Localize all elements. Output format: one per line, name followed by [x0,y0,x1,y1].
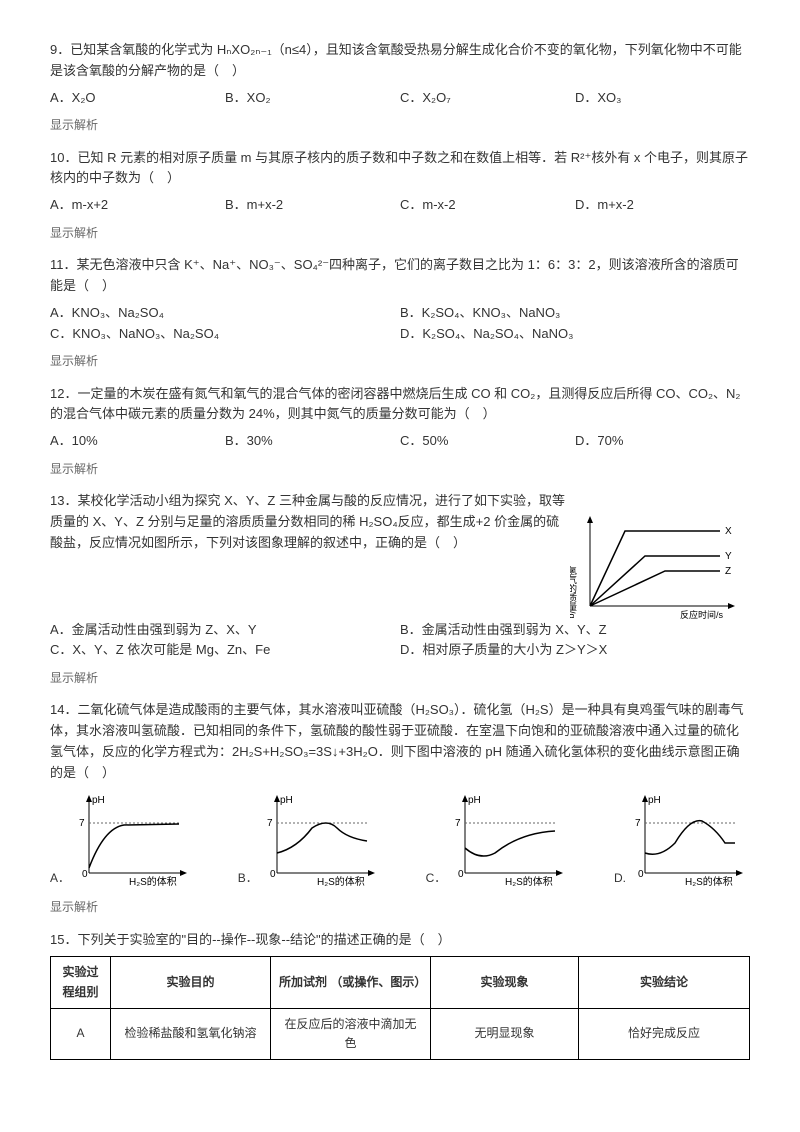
td-0: A [51,1008,111,1059]
question-12: 12．一定量的木炭在盛有氮气和氧气的混合气体的密闭容器中燃烧后生成 CO 和 C… [50,384,750,452]
q10-opt-d[interactable]: D．m+x-2 [575,195,750,216]
svg-text:7: 7 [455,818,461,829]
q11-opt-c[interactable]: C．KNO₃、NaNO₃、Na₂SO₄ [50,324,400,345]
q14-chart-b[interactable]: B． pH 7 H₂S的体积 0 [238,793,382,888]
question-9: 9．已知某含氧酸的化学式为 HₙXO₂ₙ₋₁（n≤4），且知该含氧酸受热易分解生… [50,40,750,108]
svg-text:Y: Y [725,551,732,562]
td-4: 恰好完成反应 [578,1008,749,1059]
svg-text:氢气的质量/g: 氢气的质量/g [570,565,577,619]
q14-charts: A． pH 7 H₂S的体积 0 B． pH [50,793,750,888]
question-13: 13．某校化学活动小组为探究 X、Y、Z 三种金属与酸的反应情况，进行了如下实验… [50,491,750,661]
svg-text:H₂S的体积: H₂S的体积 [129,875,177,888]
show-analysis-link[interactable]: 显示解析 [50,460,750,479]
q14-chart-c[interactable]: C． pH 7 H₂S的体积 0 [426,793,571,888]
show-analysis-link[interactable]: 显示解析 [50,224,750,243]
th-0: 实验过程组别 [51,957,111,1008]
svg-text:H₂S的体积: H₂S的体积 [685,875,733,888]
th-4: 实验结论 [578,957,749,1008]
table-header-row: 实验过程组别 实验目的 所加试剂 （或操作、图示） 实验现象 实验结论 [51,957,750,1008]
q14-chart-d[interactable]: D. pH 7 H₂S的体积 0 [614,793,750,888]
question-10: 10．已知 R 元素的相对原子质量 m 与其原子核内的质子数和中子数之和在数值上… [50,148,750,216]
svg-text:7: 7 [635,818,641,829]
show-analysis-link[interactable]: 显示解析 [50,352,750,371]
q15-text: 15．下列关于实验室的"目的--操作--现象--结论"的描述正确的是（ ） [50,930,750,951]
q12-opt-b[interactable]: B．30% [225,431,400,452]
q11-opt-d[interactable]: D．K₂SO₄、Na₂SO₄、NaNO₃ [400,324,750,345]
q12-opt-d[interactable]: D．70% [575,431,750,452]
q14-text: 14．二氧化硫气体是造成酸雨的主要气体，其水溶液叫亚硫酸（H₂SO₃）．硫化氢（… [50,700,750,783]
svg-text:pH: pH [280,795,293,806]
table-row: A 检验稀盐酸和氢氧化钠溶 在反应后的溶液中滴加无色 无明显现象 恰好完成反应 [51,1008,750,1059]
ph-chart-b-svg: pH 7 H₂S的体积 0 [262,793,382,888]
q9-opt-a[interactable]: A．X₂O [50,88,225,109]
q10-text: 10．已知 R 元素的相对原子质量 m 与其原子核内的质子数和中子数之和在数值上… [50,148,750,190]
svg-text:Z: Z [725,566,731,577]
svg-text:X: X [725,526,732,537]
q14-chart-a[interactable]: A． pH 7 H₂S的体积 0 [50,793,194,888]
show-analysis-link[interactable]: 显示解析 [50,116,750,135]
q11-options: A．KNO₃、Na₂SO₄ B．K₂SO₄、KNO₃、NaNO₃ C．KNO₃、… [50,303,750,345]
svg-text:pH: pH [468,795,481,806]
ph-chart-a-svg: pH 7 H₂S的体积 0 [74,793,194,888]
q12-opt-c[interactable]: C．50% [400,431,575,452]
th-2: 所加试剂 （或操作、图示） [271,957,431,1008]
td-3: 无明显现象 [431,1008,579,1059]
question-15: 15．下列关于实验室的"目的--操作--现象--结论"的描述正确的是（ ） 实验… [50,930,750,1061]
q11-opt-b[interactable]: B．K₂SO₄、KNO₃、NaNO₃ [400,303,750,324]
question-14: 14．二氧化硫气体是造成酸雨的主要气体，其水溶液叫亚硫酸（H₂SO₃）．硫化氢（… [50,700,750,888]
td-1: 检验稀盐酸和氢氧化钠溶 [111,1008,271,1059]
q12-options: A．10% B．30% C．50% D．70% [50,431,750,452]
q10-options: A．m-x+2 B．m+x-2 C．m-x-2 D．m+x-2 [50,195,750,216]
svg-text:7: 7 [267,818,273,829]
q9-options: A．X₂O B．XO₂ C．X₂O₇ D．XO₃ [50,88,750,109]
svg-text:0: 0 [638,869,644,880]
q12-opt-a[interactable]: A．10% [50,431,225,452]
q9-opt-c[interactable]: C．X₂O₇ [400,88,575,109]
ph-chart-c-svg: pH 7 H₂S的体积 0 [450,793,570,888]
svg-text:H₂S的体积: H₂S的体积 [317,875,365,888]
td-2: 在反应后的溶液中滴加无色 [271,1008,431,1059]
show-analysis-link[interactable]: 显示解析 [50,898,750,917]
svg-text:0: 0 [458,869,464,880]
q9-opt-d[interactable]: D．XO₃ [575,88,750,109]
svg-text:0: 0 [82,869,88,880]
q10-opt-a[interactable]: A．m-x+2 [50,195,225,216]
svg-text:反应时间/s: 反应时间/s [680,609,724,620]
q13-opt-d[interactable]: D．相对原子质量的大小为 Z＞Y＞X [400,640,750,661]
q10-opt-c[interactable]: C．m-x-2 [400,195,575,216]
q13-opt-a[interactable]: A．金属活动性由强到弱为 Z、X、Y [50,620,400,641]
svg-text:pH: pH [648,795,661,806]
svg-text:pH: pH [92,795,105,806]
th-3: 实验现象 [431,957,579,1008]
q11-text: 11．某无色溶液中只含 K⁺、Na⁺、NO₃⁻、SO₄²⁻四种离子，它们的离子数… [50,255,750,297]
q13-opt-b[interactable]: B．金属活动性由强到弱为 X、Y、Z [400,620,750,641]
show-analysis-link[interactable]: 显示解析 [50,669,750,688]
q10-opt-b[interactable]: B．m+x-2 [225,195,400,216]
q12-text: 12．一定量的木炭在盛有氮气和氧气的混合气体的密闭容器中燃烧后生成 CO 和 C… [50,384,750,426]
q13-options: A．金属活动性由强到弱为 Z、X、Y B．金属活动性由强到弱为 X、Y、Z C．… [50,620,750,662]
q9-text: 9．已知某含氧酸的化学式为 HₙXO₂ₙ₋₁（n≤4），且知该含氧酸受热易分解生… [50,40,750,82]
ph-chart-d-svg: pH 7 H₂S的体积 0 [630,793,750,888]
q15-table: 实验过程组别 实验目的 所加试剂 （或操作、图示） 实验现象 实验结论 A 检验… [50,956,750,1060]
q13-chart: X Y Z 氢气的质量/g 反应时间/s [570,511,740,621]
svg-text:7: 7 [79,818,85,829]
q11-opt-a[interactable]: A．KNO₃、Na₂SO₄ [50,303,400,324]
q9-opt-b[interactable]: B．XO₂ [225,88,400,109]
question-11: 11．某无色溶液中只含 K⁺、Na⁺、NO₃⁻、SO₄²⁻四种离子，它们的离子数… [50,255,750,344]
q13-opt-c[interactable]: C．X、Y、Z 依次可能是 Mg、Zn、Fe [50,640,400,661]
svg-text:H₂S的体积: H₂S的体积 [505,875,553,888]
th-1: 实验目的 [111,957,271,1008]
svg-text:0: 0 [270,869,276,880]
